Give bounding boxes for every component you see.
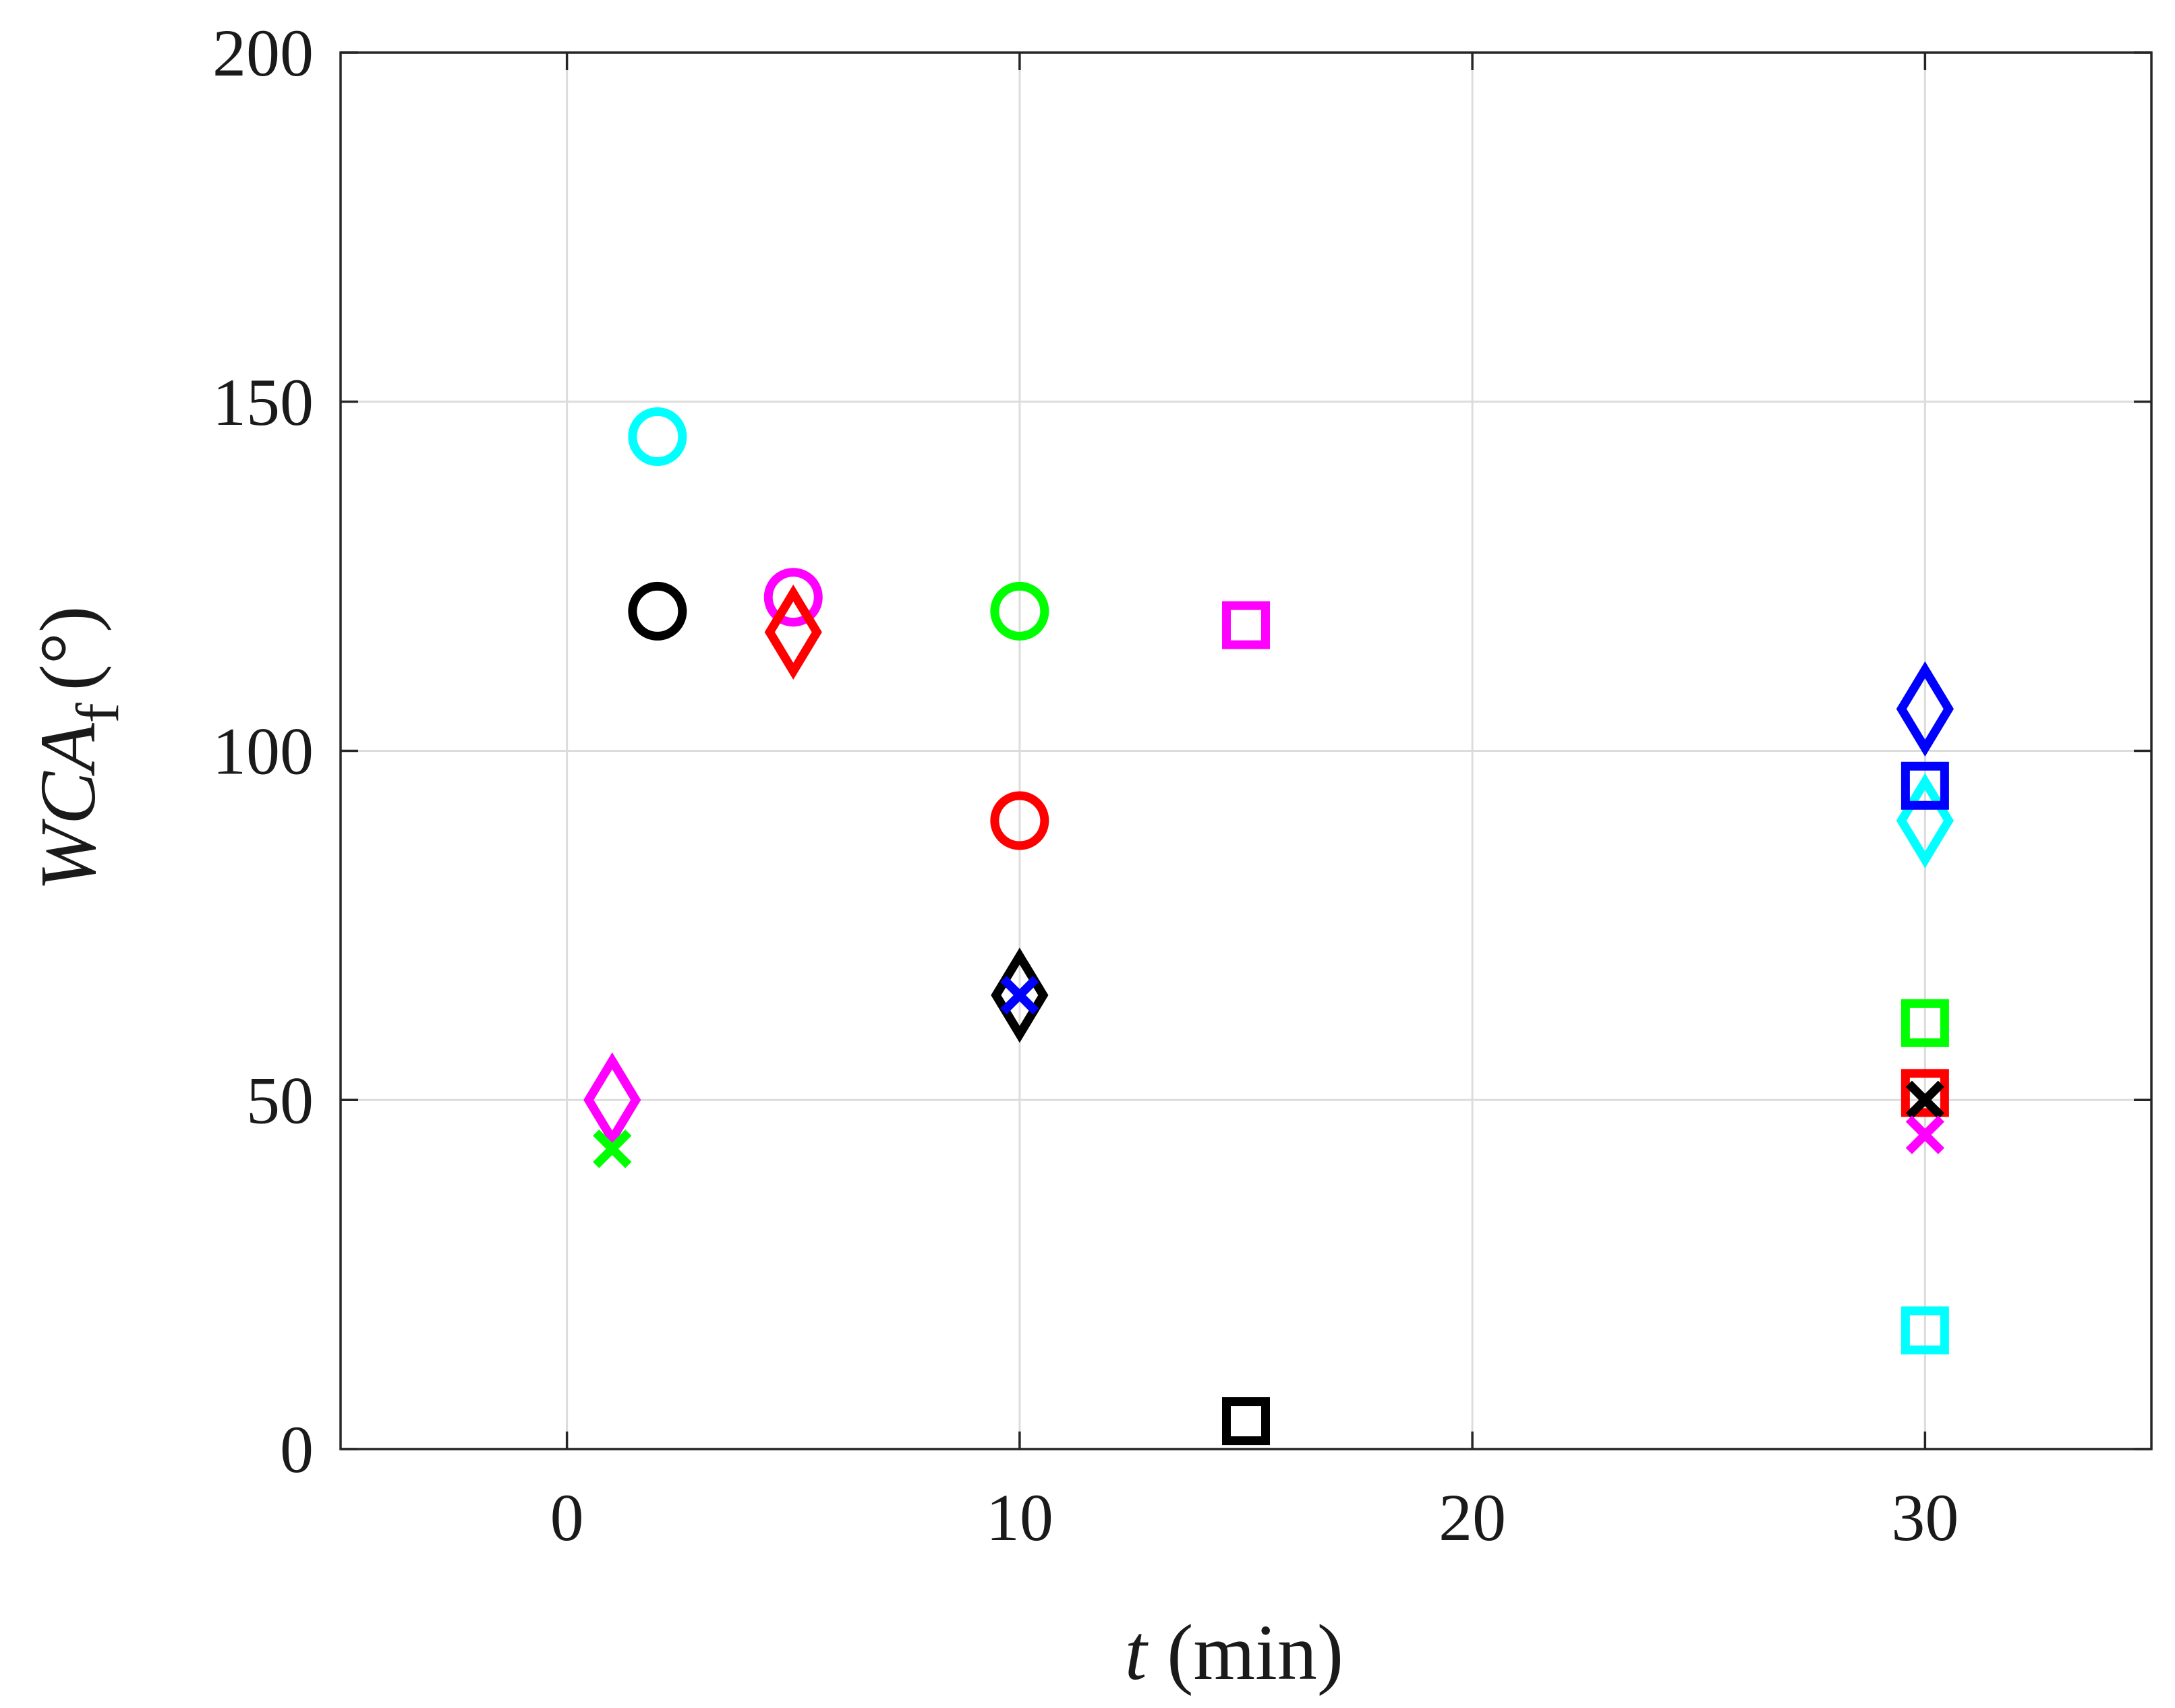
y-tick-label: 150 <box>212 365 314 440</box>
x-axis-variable: t <box>1125 1608 1149 1697</box>
y-axis-title: WCAf (°) <box>24 606 132 891</box>
x-tick-label: 10 <box>986 1480 1053 1555</box>
x-tick-label: 30 <box>1891 1480 1959 1555</box>
marker-blue-x <box>1000 976 1039 1015</box>
marker-red-diamond <box>764 584 822 680</box>
marker-blue-square <box>1901 761 1949 810</box>
marker-cyan-circle <box>628 407 687 467</box>
marker-magenta-x <box>1905 1115 1944 1154</box>
marker-magenta-square <box>1222 601 1270 649</box>
x-axis-unit: (min) <box>1167 1608 1343 1697</box>
marker-black-square <box>1222 1397 1270 1446</box>
marker-magenta-circle <box>763 568 823 627</box>
marker-magenta-diamond <box>583 1052 641 1148</box>
marker-cyan-square <box>1901 1306 1949 1355</box>
y-tick-label: 0 <box>280 1412 314 1487</box>
y-axis-subscript: f <box>65 703 132 723</box>
x-tick-label: 20 <box>1439 1480 1506 1555</box>
marker-green-square <box>1901 999 1949 1047</box>
marker-blue-diamond <box>1896 661 1954 757</box>
y-axis-variable: WCA <box>24 722 112 891</box>
plot-area-frame <box>339 51 2153 1450</box>
data-markers <box>583 407 1954 1446</box>
marker-red-circle <box>990 791 1049 850</box>
y-tick-label: 100 <box>212 714 314 789</box>
x-tick-label: 0 <box>550 1480 584 1555</box>
x-axis-title: t (min) <box>1125 1608 1343 1697</box>
tick-labels: 0 10 20 30 0 50 100 150 200 <box>212 16 1959 1555</box>
marker-green-circle <box>990 581 1049 641</box>
marker-black-x <box>1905 1080 1944 1119</box>
y-tick-label: 50 <box>246 1063 314 1138</box>
marker-red-square <box>1901 1069 1949 1117</box>
y-axis-unit: (°) <box>24 606 112 691</box>
y-tick-label: 200 <box>212 16 314 90</box>
marker-green-x <box>593 1129 632 1169</box>
marker-black-circle <box>628 581 687 641</box>
